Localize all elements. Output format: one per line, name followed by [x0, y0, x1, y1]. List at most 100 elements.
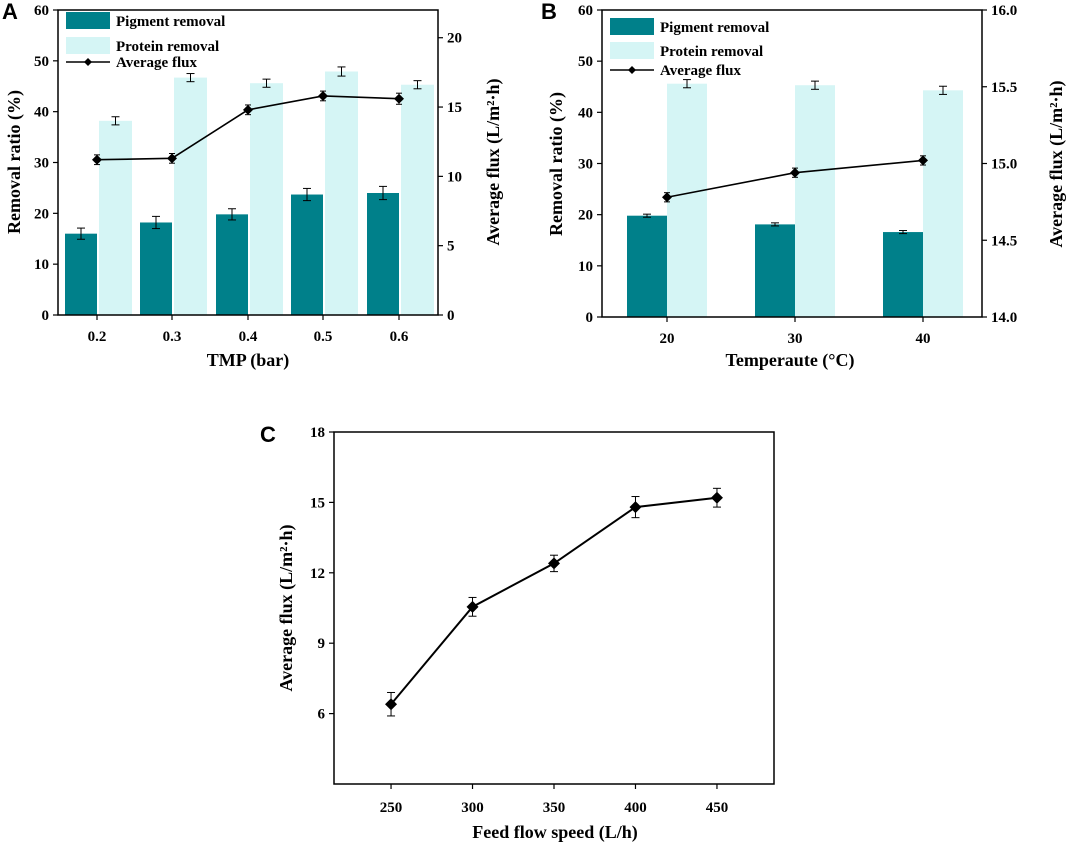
panel-a-xlabel: TMP (bar)	[207, 350, 290, 371]
y-tick-label: 60	[578, 3, 593, 19]
x-tick-label: 30	[788, 331, 803, 347]
x-tick-label: 450	[706, 800, 729, 816]
bar-protein-removal	[401, 84, 434, 315]
legend-label-pigment: Pigment removal	[660, 20, 769, 36]
panel-c-label: C	[260, 422, 276, 447]
y-tick-label: 40	[34, 105, 49, 121]
y-tick-label: 20	[578, 208, 593, 224]
y-tick-label: 6	[318, 707, 326, 723]
bar-pigment-removal	[627, 215, 667, 317]
panel-b-frame	[601, 9, 983, 318]
point-average-flux	[318, 90, 328, 101]
y-tick-label: 12	[310, 566, 325, 582]
y-tick-label: 30	[578, 157, 593, 173]
point-average-flux	[918, 155, 928, 166]
bar-protein-removal	[325, 71, 358, 315]
y-tick-label: 10	[34, 257, 49, 273]
bar-pigment-removal	[755, 224, 795, 317]
y2-tick-label: 14.5	[991, 233, 1017, 249]
y2-tick-label: 5	[447, 239, 455, 255]
y2-tick-label: 15.0	[991, 157, 1017, 173]
legend-swatch-pigment	[66, 12, 110, 29]
legend-swatch-pigment	[610, 18, 654, 35]
point-average-flux	[385, 698, 398, 711]
point-average-flux	[92, 154, 102, 165]
legend-label-flux: Average flux	[660, 63, 741, 79]
y-tick-label: 50	[578, 54, 593, 70]
panel-b-label: B	[541, 0, 557, 24]
x-tick-label: 40	[916, 331, 931, 347]
x-tick-label: 250	[380, 800, 403, 816]
y-tick-label: 10	[578, 259, 593, 275]
point-average-flux	[466, 600, 479, 613]
legend-label-protein: Protein removal	[660, 44, 763, 60]
panel-a-frame	[57, 9, 439, 316]
point-average-flux	[167, 153, 177, 164]
x-tick-label: 350	[543, 800, 566, 816]
y2-tick-label: 16.0	[991, 3, 1017, 19]
bar-pigment-removal	[367, 193, 399, 315]
panel-b-xlabel: Temperaute (°C)	[725, 350, 854, 371]
y-tick-label: 18	[310, 425, 325, 441]
x-tick-label: 0.5	[314, 329, 333, 345]
bar-protein-removal	[667, 83, 707, 318]
bar-protein-removal	[923, 90, 963, 317]
x-tick-label: 0.4	[239, 329, 258, 345]
y-tick-label: 30	[34, 156, 49, 172]
x-tick-label: 0.2	[88, 329, 107, 345]
panel-c: C 6 9 12 15 18 250 300 350 400 450 Feed flow spee…	[260, 422, 775, 843]
y-tick-label: 0	[42, 308, 50, 324]
legend-label-flux: Average flux	[116, 55, 197, 71]
y2-tick-label: 14.0	[991, 310, 1017, 326]
point-average-flux	[548, 557, 560, 570]
y-tick-label: 60	[34, 3, 49, 19]
bar-pigment-removal	[216, 214, 248, 315]
y-tick-label: 0	[586, 310, 594, 326]
panel-a-y2label: Average flux (L/m²·h)	[483, 78, 504, 245]
legend-label-protein: Protein removal	[116, 39, 219, 55]
bar-pigment-removal	[291, 194, 323, 315]
panel-b-plot: Pigment removal Protein removal Average fl…	[578, 3, 1017, 347]
panel-a-label: A	[2, 0, 18, 24]
bar-pigment-removal	[140, 222, 172, 315]
legend-swatch-protein	[66, 37, 110, 54]
y-tick-label: 40	[578, 105, 593, 121]
y-tick-label: 9	[318, 636, 326, 652]
legend-swatch-protein	[610, 42, 654, 59]
panel-c-xlabel: Feed flow speed (L/h)	[472, 822, 638, 843]
panel-b: B Pigment removal Protein removal Average …	[541, 0, 1067, 371]
bar-protein-removal	[795, 85, 835, 317]
point-average-flux	[710, 491, 723, 504]
point-average-flux	[394, 93, 404, 104]
y-tick-label: 15	[310, 495, 325, 511]
panel-c-plot: 6 9 12 15 18 250 300 350 400 450	[310, 425, 728, 816]
panel-c-ylabel: Average flux (L/m²·h)	[276, 524, 297, 691]
x-tick-label: 20	[660, 331, 675, 347]
y2-tick-label: 15	[447, 100, 462, 116]
bar-protein-removal	[99, 120, 132, 315]
y2-tick-label: 0	[447, 308, 455, 324]
panel-b-y2label: Average flux (L/m²·h)	[1046, 80, 1067, 247]
panel-c-frame	[333, 431, 775, 785]
y-tick-label: 20	[34, 206, 49, 222]
point-average-flux	[790, 167, 800, 178]
point-average-flux	[629, 501, 642, 514]
legend-label-pigment: Pigment removal	[116, 14, 225, 30]
y2-tick-label: 20	[447, 31, 462, 47]
panel-a-ylabel: Removal ratio (%)	[4, 90, 25, 234]
bar-protein-removal	[250, 83, 283, 315]
y2-tick-label: 10	[447, 169, 462, 185]
line-average-flux	[390, 496, 718, 705]
y2-tick-label: 15.5	[991, 80, 1017, 96]
legend-marker-flux	[84, 58, 92, 66]
x-tick-label: 0.6	[390, 329, 409, 345]
bar-pigment-removal	[65, 233, 97, 315]
x-tick-label: 400	[624, 800, 647, 816]
y-tick-label: 50	[34, 54, 49, 70]
point-average-flux	[243, 104, 253, 115]
x-tick-label: 300	[461, 800, 484, 816]
panel-b-ylabel: Removal ratio (%)	[546, 92, 567, 236]
